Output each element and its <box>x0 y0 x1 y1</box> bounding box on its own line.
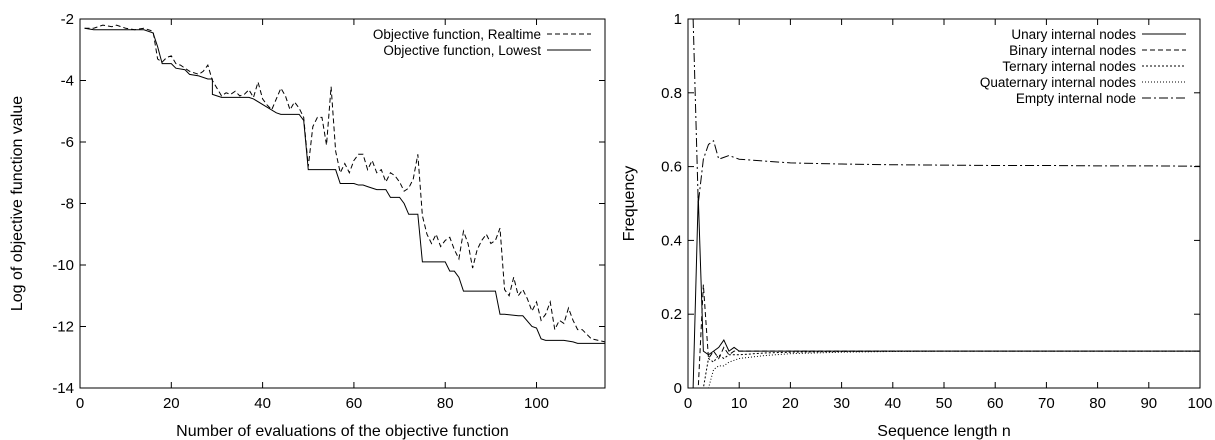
legend-label: Objective function, Realtime <box>373 27 541 42</box>
x-tick-label: 90 <box>1140 395 1157 412</box>
legend-label: Unary internal nodes <box>1011 27 1136 42</box>
x-axis-label: Number of evaluations of the objective f… <box>176 423 509 440</box>
y-tick-label: 0.8 <box>661 85 682 102</box>
x-tick-label: 10 <box>731 395 748 412</box>
y-tick-label: 0 <box>674 380 682 397</box>
y-tick-label: -8 <box>61 196 74 213</box>
y-tick-label: -12 <box>52 319 74 336</box>
legend-label: Objective function, Lowest <box>383 43 541 58</box>
legend-label: Quaternary internal nodes <box>980 75 1136 90</box>
legend-label: Binary internal nodes <box>1009 43 1136 58</box>
x-tick-label: 40 <box>884 395 901 412</box>
chart-right: 0 10 20 30 40 50 60 70 80 90 100 0 0.2 0.4 0.6 0.8 1 Sequ… <box>621 11 1213 440</box>
y-tick-label: -6 <box>61 134 74 151</box>
y-tick-label: -10 <box>52 257 74 274</box>
y-tick-label: 0.6 <box>661 159 682 176</box>
x-tick-label: 100 <box>524 395 549 412</box>
x-tick-label: 100 <box>1187 395 1212 412</box>
x-tick-label: 70 <box>1038 395 1055 412</box>
x-tick-label: 40 <box>254 395 271 412</box>
legend-label: Empty internal node <box>1016 91 1136 106</box>
series-line-3 <box>693 350 1200 388</box>
x-tick-label: 60 <box>987 395 1004 412</box>
series-line-2 <box>84 27 605 344</box>
x-tick-label: 80 <box>1089 395 1106 412</box>
series-line-4 <box>693 350 1200 388</box>
series-line-5 <box>692 19 1200 204</box>
x-tick-label: 0 <box>76 395 84 412</box>
series-line-1 <box>692 196 1200 388</box>
y-tick-label: -14 <box>52 380 74 397</box>
legend-label: Ternary internal nodes <box>1002 59 1136 74</box>
y-tick-label: 0.2 <box>661 306 682 323</box>
x-tick-label: 30 <box>833 395 850 412</box>
y-axis-label: Frequency <box>621 166 638 242</box>
series-line-2 <box>693 284 1200 388</box>
plot-frame <box>79 18 606 389</box>
y-axis-label: Log of objective function value <box>9 96 26 311</box>
chart-left: 0 20 40 60 80 100 -2 -4 -6 -8 -10 -12 -14 Number of e… <box>9 11 606 440</box>
y-tick-label: -2 <box>61 11 74 28</box>
x-tick-label: 20 <box>163 395 180 412</box>
y-tick-label: 1 <box>674 11 682 28</box>
x-tick-label: 0 <box>684 395 692 412</box>
x-tick-label: 50 <box>936 395 953 412</box>
series-line-1 <box>84 24 605 343</box>
x-tick-label: 80 <box>437 395 454 412</box>
x-tick-label: 60 <box>346 395 363 412</box>
x-axis-label: Sequence length n <box>877 423 1010 440</box>
y-tick-label: 0.4 <box>661 232 682 249</box>
y-tick-label: -4 <box>61 73 74 90</box>
x-tick-label: 20 <box>782 395 799 412</box>
